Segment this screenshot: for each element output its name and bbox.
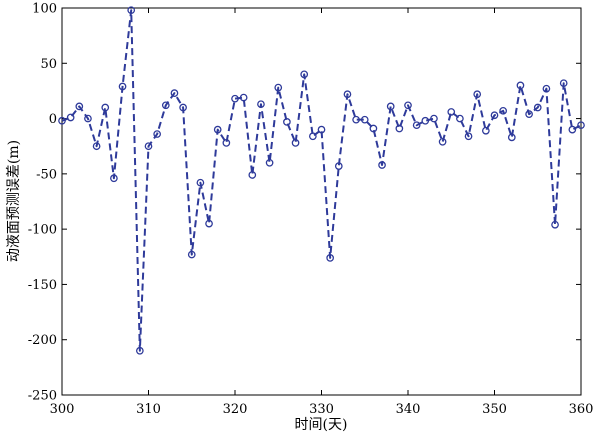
data-point <box>551 220 559 229</box>
data-point <box>308 132 317 141</box>
data-point <box>525 110 533 118</box>
y-tick-label: 50 <box>40 57 57 72</box>
data-point <box>577 121 585 130</box>
y-tick-label: -250 <box>28 389 57 404</box>
data-point <box>430 114 438 123</box>
data-point <box>179 103 187 112</box>
y-tick-label: -50 <box>36 167 57 182</box>
data-point <box>447 108 456 116</box>
data-point <box>127 6 136 15</box>
data-point <box>473 90 482 99</box>
data-point <box>516 81 525 90</box>
data-point <box>118 82 127 91</box>
data-point <box>568 125 577 134</box>
data-point <box>205 219 213 228</box>
data-point <box>274 83 283 92</box>
x-tick-label: 340 <box>396 402 421 417</box>
data-point <box>481 126 490 135</box>
data-point <box>196 178 205 187</box>
data-point <box>58 116 66 125</box>
data-point <box>490 111 499 120</box>
x-tick-label: 330 <box>309 402 334 417</box>
y-tick-label: -200 <box>28 333 57 348</box>
data-point <box>187 250 196 259</box>
x-axis-label: 时间(天) <box>295 417 348 433</box>
data-point <box>464 132 473 141</box>
series-layer <box>58 6 585 355</box>
data-point <box>153 130 161 138</box>
x-tick-label: 320 <box>223 402 248 417</box>
data-point <box>75 102 84 111</box>
series-line <box>61 9 582 352</box>
data-point <box>144 142 153 151</box>
data-point <box>421 116 430 125</box>
data-point <box>231 94 239 103</box>
data-point <box>369 124 378 133</box>
data-point <box>326 254 334 262</box>
data-point <box>378 161 386 169</box>
data-point <box>84 114 92 123</box>
data-point <box>438 137 447 146</box>
data-point <box>136 346 144 355</box>
data-point <box>360 115 369 124</box>
data-point <box>283 118 291 126</box>
data-point <box>352 115 360 124</box>
y-axis: 100 50 0 -50 -100 -150 -200 -250 <box>28 2 581 404</box>
x-tick-label: 360 <box>569 402 594 417</box>
data-point <box>412 121 421 130</box>
y-tick-label: -150 <box>28 278 57 293</box>
data-point <box>222 139 231 147</box>
data-point <box>499 106 507 115</box>
data-point <box>542 84 551 93</box>
x-axis: 300 310 320 330 340 350 360 <box>50 8 594 417</box>
data-point <box>257 100 265 109</box>
data-point <box>92 142 101 151</box>
data-point <box>300 70 309 79</box>
data-point <box>291 139 300 147</box>
data-point <box>343 90 352 99</box>
data-point <box>317 125 326 134</box>
y-tick-label: 0 <box>49 112 57 127</box>
data-point <box>559 79 568 88</box>
data-point <box>66 113 75 122</box>
y-tick-label: 100 <box>32 2 57 17</box>
data-point <box>265 158 274 167</box>
data-point <box>161 101 170 110</box>
data-point <box>456 114 464 123</box>
data-point <box>170 89 179 97</box>
data-point <box>248 171 257 179</box>
data-point <box>239 93 248 102</box>
data-point <box>386 102 395 111</box>
data-point <box>404 101 412 110</box>
data-point <box>101 103 110 112</box>
x-tick-label: 350 <box>482 402 507 417</box>
y-axis-label: 动液面预测误差(m) <box>6 140 22 262</box>
data-point <box>110 174 118 183</box>
data-point <box>334 162 343 170</box>
data-point <box>395 124 404 133</box>
x-tick-label: 300 <box>50 402 75 417</box>
x-tick-label: 310 <box>136 402 161 417</box>
y-tick-label: -100 <box>28 223 57 238</box>
data-point <box>507 133 516 142</box>
data-point <box>213 125 222 134</box>
data-point <box>533 103 542 112</box>
